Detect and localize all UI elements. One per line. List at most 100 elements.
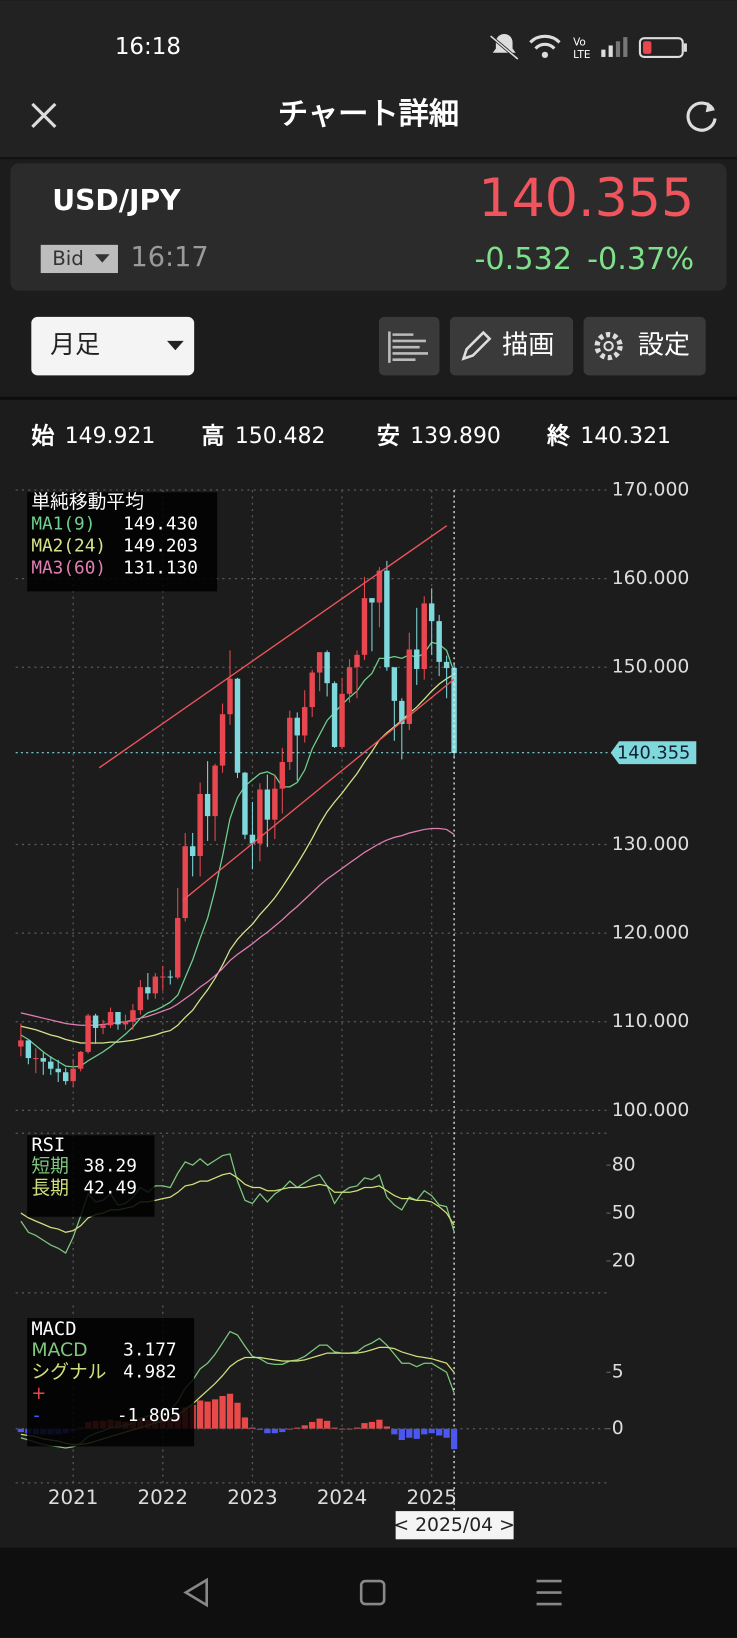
- legend-value: 149.430: [123, 515, 198, 535]
- home-icon[interactable]: [359, 1579, 386, 1606]
- x-tick-label: 2025: [406, 1486, 456, 1509]
- cursor-label-box: [395, 1511, 514, 1540]
- gear-hub[interactable]: [603, 340, 614, 352]
- side-label[interactable]: Bid: [52, 247, 84, 270]
- candle-body: [152, 976, 159, 994]
- ohlc-value: 150.482: [235, 424, 326, 449]
- legend-name: MA1(9): [31, 515, 95, 535]
- legend-neg: -: [33, 1406, 39, 1426]
- candle-body: [257, 789, 263, 844]
- candle-body: [421, 603, 427, 669]
- y-tick-label: 5: [612, 1362, 624, 1383]
- histogram-bar: [406, 1428, 413, 1438]
- nav-menu[interactable]: [536, 1579, 562, 1606]
- legend-box: [27, 492, 218, 592]
- period-box[interactable]: [31, 316, 195, 376]
- candle-body: [160, 976, 166, 978]
- histogram-bar: [264, 1428, 271, 1434]
- charts: 170.000 160.000 150.000 130.000 120.000 110.0…: [15, 479, 697, 1540]
- svg-text:Vo: Vo: [573, 36, 586, 48]
- legend-title: RSI: [31, 1135, 65, 1156]
- histogram-bar: [271, 1428, 278, 1434]
- settings-button[interactable]: 設定: [583, 316, 706, 376]
- candle-body: [324, 652, 330, 684]
- candle-body: [384, 570, 390, 668]
- price: 140.355: [478, 169, 694, 229]
- refresh-button[interactable]: [686, 101, 717, 132]
- histogram-bar: [443, 1428, 450, 1438]
- candle-body: [197, 793, 203, 856]
- close-icon[interactable]: [31, 102, 57, 128]
- nav-bar: [0, 1547, 737, 1638]
- x-tick-label: 2023: [227, 1486, 277, 1509]
- legend-name: MA3(60): [31, 558, 106, 578]
- histogram-bar: [309, 1421, 316, 1429]
- ohlc-key: 高: [201, 423, 224, 449]
- indicator-button[interactable]: [378, 316, 440, 376]
- refresh-arrow[interactable]: [705, 101, 716, 113]
- histogram-bar: [331, 1427, 338, 1429]
- histogram-bar: [219, 1395, 226, 1429]
- ohlc-row: 始 149.921 高 150.482 安 139.890 終 140.321: [31, 422, 671, 449]
- quote-panel: [10, 163, 727, 291]
- page-title: チャート詳細: [278, 97, 459, 132]
- pencil-icon[interactable]: [461, 330, 492, 361]
- draw-button[interactable]: 描画: [449, 316, 574, 376]
- period-caret[interactable]: [167, 340, 184, 351]
- candle-body: [309, 672, 315, 708]
- y-tick-label: 110.000: [612, 1011, 690, 1032]
- ohlc-value: 139.890: [410, 424, 501, 449]
- candle-body: [33, 1058, 39, 1060]
- draw-label[interactable]: 描画: [502, 331, 554, 361]
- side-selector[interactable]: Bid: [40, 244, 118, 274]
- candle-body: [212, 765, 218, 817]
- candle-body: [25, 1040, 32, 1059]
- nav-home[interactable]: [359, 1579, 386, 1606]
- legend-value: -1.805: [117, 1406, 181, 1426]
- settings-label[interactable]: 設定: [638, 331, 690, 361]
- price-chart: 170.000 160.000 150.000 130.000 120.000 110.0…: [15, 479, 697, 1540]
- legend-name: 長期: [31, 1177, 69, 1199]
- nav-back[interactable]: [183, 1577, 208, 1608]
- price-badge: [610, 741, 697, 765]
- button-bg[interactable]: [583, 316, 706, 376]
- candle-body: [436, 621, 442, 662]
- histogram-bar: [323, 1420, 331, 1429]
- change: -0.532: [474, 242, 572, 277]
- y-tick-label: 170.000: [612, 479, 690, 500]
- bars-icon[interactable]: [388, 331, 429, 363]
- button-bg[interactable]: [449, 316, 574, 376]
- candle-body: [182, 846, 188, 919]
- back-icon[interactable]: [183, 1577, 208, 1608]
- candle-body: [175, 918, 181, 978]
- gear-icon[interactable]: [594, 332, 623, 361]
- candle-body: [62, 1072, 69, 1082]
- candle-body: [249, 834, 256, 844]
- candle-body: [100, 1025, 106, 1028]
- legend-value: 38.29: [84, 1157, 137, 1177]
- candle-body: [219, 714, 226, 766]
- price-badge-label: 140.355: [617, 744, 690, 764]
- histogram-bar: [301, 1425, 308, 1429]
- histogram-bar: [436, 1428, 443, 1436]
- candle-body: [167, 976, 173, 978]
- legend-value: 131.130: [123, 558, 198, 578]
- histogram-bar: [211, 1399, 219, 1429]
- ohlc-value: 149.921: [65, 424, 156, 449]
- legend-name: MA2(24): [31, 537, 106, 557]
- candle-body: [18, 1040, 24, 1047]
- histogram-bar: [234, 1402, 241, 1429]
- histogram-bar: [294, 1427, 301, 1429]
- cursor-label: < 2025/04 >: [393, 1515, 514, 1536]
- candle-body: [122, 1021, 129, 1025]
- period-select[interactable]: 月足: [31, 316, 195, 376]
- close-button[interactable]: [31, 102, 57, 128]
- candle-body: [40, 1058, 47, 1062]
- candle-body: [77, 1051, 84, 1069]
- side-caret[interactable]: [94, 254, 110, 263]
- period-label[interactable]: 月足: [50, 330, 100, 359]
- histogram-bar: [421, 1428, 428, 1435]
- refresh-icon[interactable]: [686, 101, 717, 132]
- legend-name: MACD: [31, 1340, 87, 1361]
